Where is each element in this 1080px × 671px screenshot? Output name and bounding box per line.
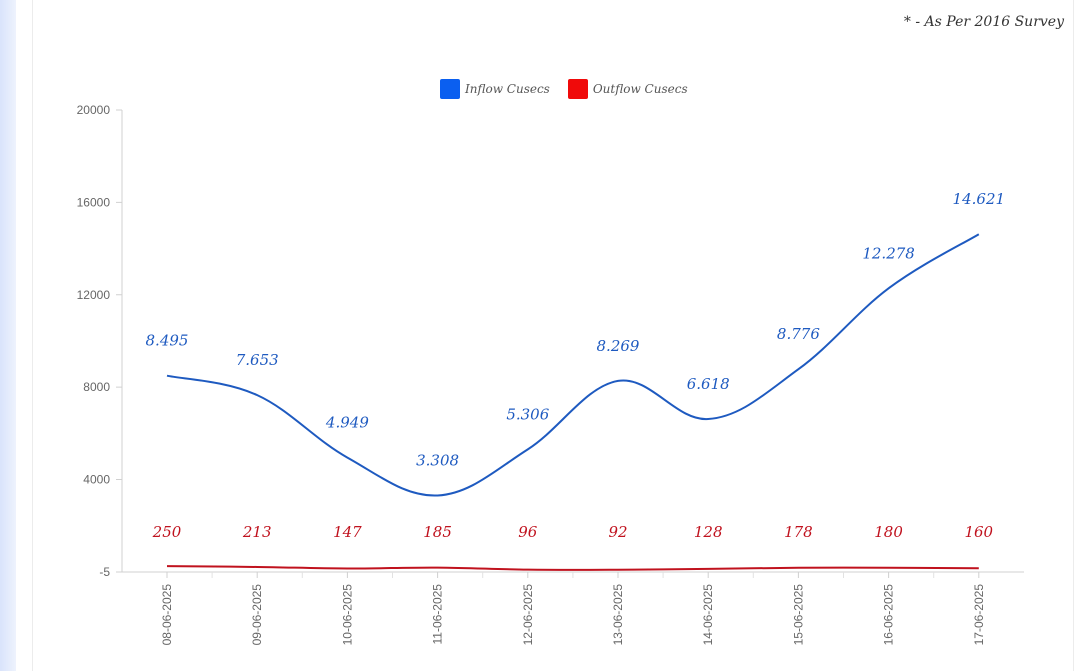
outflow-data-label: 92 bbox=[608, 523, 627, 541]
left-edge-strip bbox=[0, 0, 16, 671]
inflow-data-label: 6.618 bbox=[687, 375, 730, 393]
x-tick-label: 12-06-2025 bbox=[521, 584, 535, 646]
legend-swatch-inflow bbox=[440, 79, 460, 99]
x-tick-label: 13-06-2025 bbox=[611, 584, 625, 646]
inflow-data-label: 3.308 bbox=[416, 451, 459, 469]
outflow-data-label: 96 bbox=[518, 523, 538, 541]
inflow-data-label: 4.949 bbox=[325, 414, 369, 432]
outflow-data-label: 128 bbox=[694, 523, 723, 541]
x-tick-label: 11-06-2025 bbox=[431, 584, 445, 645]
y-tick-label: 16000 bbox=[77, 195, 111, 209]
y-tick-label: 8000 bbox=[83, 380, 110, 394]
y-tick-label: -5 bbox=[99, 565, 110, 579]
inflow-data-label: 8.269 bbox=[597, 337, 640, 355]
outflow-series-line bbox=[166, 565, 979, 571]
inflow-data-label: 5.306 bbox=[506, 405, 549, 423]
x-tick-label: 16-06-2025 bbox=[882, 584, 896, 646]
chart-legend: Inflow Cusecs Outflow Cusecs bbox=[440, 78, 706, 100]
outflow-data-label: 180 bbox=[874, 523, 903, 541]
inflow-data-label: 7.653 bbox=[236, 351, 279, 369]
x-tick-label: 09-06-2025 bbox=[250, 584, 264, 646]
panel-right-border bbox=[1073, 0, 1074, 671]
inflow-data-label: 8.776 bbox=[777, 325, 820, 343]
inflow-data-label: 12.278 bbox=[862, 244, 915, 262]
y-tick-label: 12000 bbox=[77, 288, 111, 302]
outflow-data-label: 178 bbox=[784, 523, 813, 541]
y-tick-label: 4000 bbox=[83, 473, 110, 487]
outflow-data-label: 213 bbox=[242, 523, 272, 541]
outflow-data-label: 185 bbox=[423, 523, 452, 541]
x-tick-label: 10-06-2025 bbox=[340, 584, 354, 646]
inflow-data-label: 14.621 bbox=[953, 190, 1006, 208]
y-tick-label: 20000 bbox=[77, 103, 111, 117]
legend-swatch-outflow bbox=[567, 79, 588, 99]
inflow-series-line bbox=[166, 233, 980, 497]
legend-label-inflow: Inflow Cusecs bbox=[465, 82, 550, 96]
legend-item-inflow[interactable]: Inflow Cusecs bbox=[440, 79, 550, 99]
outflow-data-label: 160 bbox=[964, 523, 993, 541]
x-tick-label: 14-06-2025 bbox=[701, 584, 715, 646]
inflow-data-label: 8.495 bbox=[146, 332, 189, 350]
x-tick-label: 15-06-2025 bbox=[791, 584, 805, 646]
x-tick-label: 17-06-2025 bbox=[972, 584, 986, 646]
legend-item-outflow[interactable]: Outflow Cusecs bbox=[567, 79, 688, 99]
outflow-data-label: 147 bbox=[333, 523, 362, 541]
panel-left-border bbox=[32, 0, 33, 671]
survey-footnote: * - As Per 2016 Survey bbox=[903, 14, 1064, 30]
outflow-data-label: 250 bbox=[152, 523, 182, 541]
legend-label-outflow: Outflow Cusecs bbox=[592, 82, 688, 96]
x-tick-label: 08-06-2025 bbox=[160, 584, 174, 646]
